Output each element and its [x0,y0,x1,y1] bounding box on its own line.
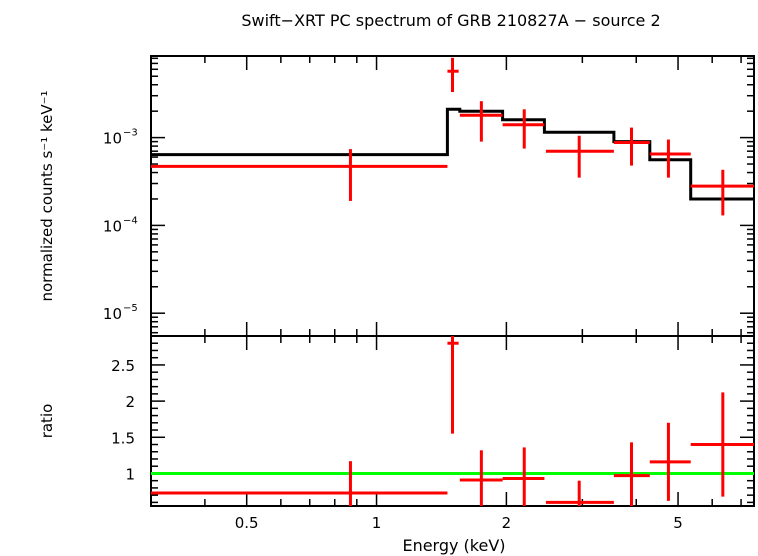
ratio-point-3 [502,447,545,506]
spectrum-point-1 [447,57,459,93]
ratio-point-6 [649,422,691,501]
spectrum-point-7 [690,169,754,216]
x-tick-label: 2 [502,514,512,532]
ratio-point-2 [459,450,503,506]
y-tick-exponent: −3 [123,128,138,139]
bottom-y-tick-labels: 1 1.5 2 2.5 [111,357,135,484]
x-tick-label: 1 [372,514,382,532]
y-tick-label: 2 [125,393,135,411]
ratio-data-points [151,336,754,506]
y-tick-label: 10 [103,305,122,323]
y-tick-label: 2.5 [111,357,135,375]
spectrum-point-4 [545,135,614,178]
y-tick-label: 10 [103,217,122,235]
top-panel-ticks [150,56,754,336]
spectrum-point-5 [613,127,650,166]
ratio-point-5 [613,442,650,506]
x-axis-label: Energy (keV) [402,536,505,555]
top-y-tick-labels: 10−310−410−5 [103,128,138,324]
spectrum-point-6 [649,139,691,178]
ratio-point-4 [545,480,614,506]
spectrum-data-points [151,57,754,216]
x-tick-labels: 0.5 1 2 5 [235,514,683,532]
y-tick-label: 10 [103,130,122,148]
bottom-panel: 1 1.5 2 2.5 0.5 1 2 5 ratio Energy (keV) [38,335,755,555]
top-y-axis-label: normalized counts s⁻¹ keV⁻¹ [38,90,56,301]
spectrum-point-2 [459,101,503,142]
x-tick-label: 5 [673,514,683,532]
bottom-y-axis-label: ratio [38,404,56,439]
y-tick-exponent: −4 [123,215,138,226]
y-tick-label: 1 [125,465,135,483]
top-panel-frame [150,55,755,337]
top-panel: 10−310−410−5 normalized counts s⁻¹ keV⁻¹ [38,55,755,337]
spectrum-point-0 [151,149,448,201]
y-tick-label: 1.5 [111,429,135,447]
x-tick-label: 0.5 [235,514,259,532]
chart-title: Swift−XRT PC spectrum of GRB 210827A − s… [241,11,660,30]
ratio-point-1 [447,336,459,434]
y-tick-exponent: −5 [123,303,138,314]
spectrum-point-3 [502,109,545,149]
ratio-point-7 [690,392,754,497]
ratio-point-0 [151,461,448,506]
